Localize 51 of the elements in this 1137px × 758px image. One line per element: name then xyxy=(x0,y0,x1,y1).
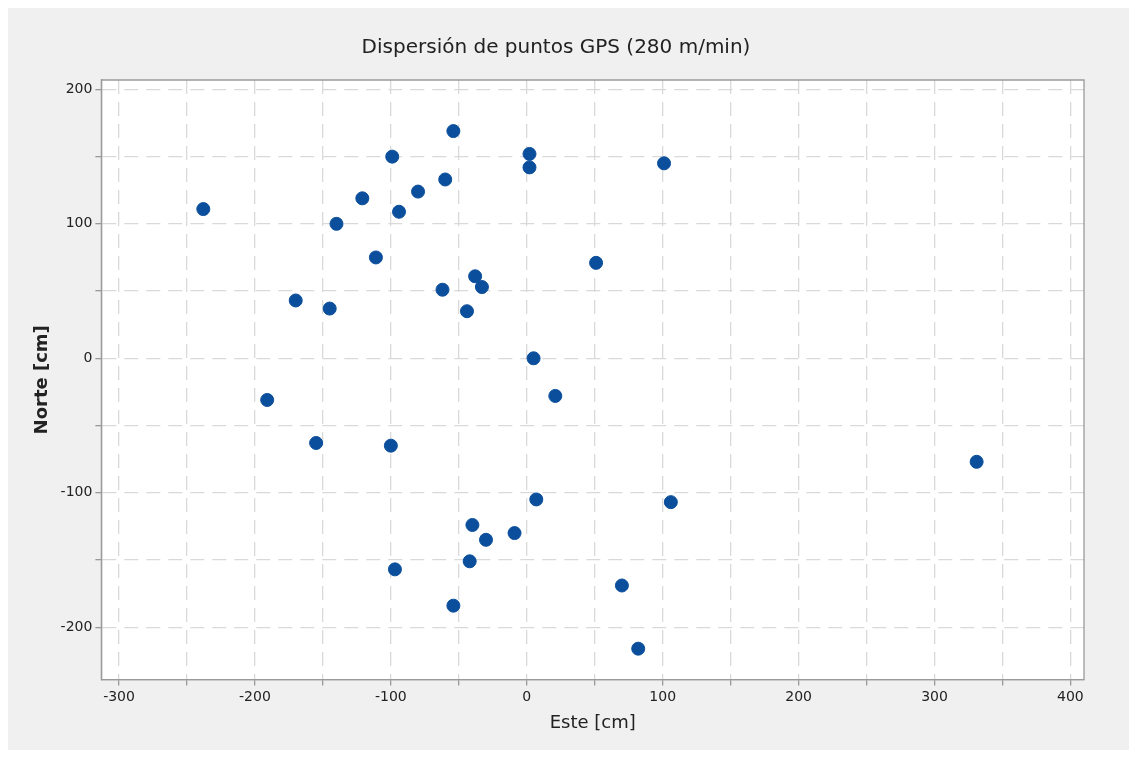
point xyxy=(322,301,337,316)
y-tick-label: 200 xyxy=(65,80,93,97)
point xyxy=(383,438,398,453)
point xyxy=(548,388,563,403)
point xyxy=(288,293,303,308)
y-tick-label: -100 xyxy=(60,483,93,500)
point xyxy=(462,554,477,569)
point xyxy=(368,250,383,265)
point xyxy=(526,351,541,366)
x-tick-label: -300 xyxy=(103,687,135,704)
point xyxy=(522,146,537,161)
y-tick-label: 0 xyxy=(83,348,93,365)
point xyxy=(355,191,370,206)
point xyxy=(309,435,324,450)
point xyxy=(459,304,474,319)
y-axis-title: Norte [cm] xyxy=(30,325,52,435)
x-tick-label: 100 xyxy=(649,687,677,704)
point xyxy=(329,216,344,231)
x-axis-title: Este [cm] xyxy=(549,710,636,732)
point xyxy=(479,532,493,547)
point xyxy=(196,202,211,217)
x-tick-label: 200 xyxy=(785,687,812,704)
x-tick-label: -200 xyxy=(239,687,271,704)
x-tick-label: -100 xyxy=(374,687,407,704)
point xyxy=(411,184,426,199)
point xyxy=(260,392,275,407)
point xyxy=(657,156,672,171)
point xyxy=(438,172,453,187)
chart-title: Dispersión de puntos GPS (280 m/min) xyxy=(361,34,751,59)
point xyxy=(468,269,483,284)
point xyxy=(969,454,984,469)
point xyxy=(522,160,537,175)
point xyxy=(446,124,461,139)
point xyxy=(392,204,407,219)
point xyxy=(446,598,461,613)
y-tick-label: -200 xyxy=(60,617,93,634)
point xyxy=(435,282,450,297)
point xyxy=(465,518,480,532)
point xyxy=(589,255,604,270)
x-tick-label: 400 xyxy=(1057,687,1084,704)
point xyxy=(387,562,402,577)
point xyxy=(614,578,629,593)
point xyxy=(474,280,489,295)
point xyxy=(663,495,678,510)
y-tick-label: 100 xyxy=(65,214,93,231)
x-tick-label: 0 xyxy=(522,687,532,704)
point xyxy=(385,149,400,164)
point xyxy=(507,526,522,541)
x-tick-label: 300 xyxy=(921,687,948,704)
point xyxy=(631,641,646,656)
point xyxy=(529,492,544,507)
